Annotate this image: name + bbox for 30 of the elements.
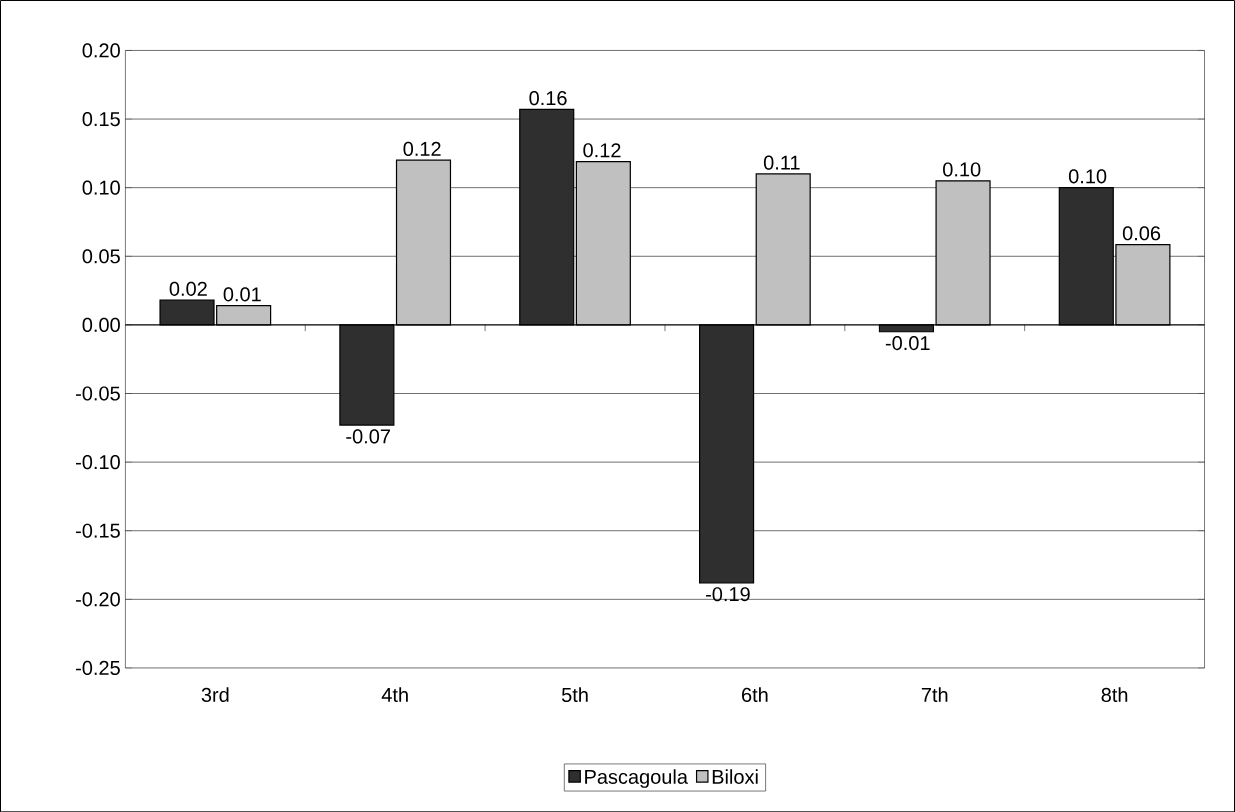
y-tick-label: -0.10 bbox=[76, 454, 120, 470]
y-tick-label: -0.25 bbox=[76, 660, 120, 675]
x-tick-label: 7th bbox=[921, 687, 948, 702]
x-tick-label: 4th bbox=[381, 687, 408, 702]
x-tick-label: 8th bbox=[1101, 687, 1128, 702]
y-tick-label: 0.05 bbox=[82, 249, 120, 264]
data-label: -0.19 bbox=[706, 586, 750, 602]
data-label: 0.06 bbox=[1122, 226, 1161, 241]
data-label: -0.07 bbox=[346, 429, 390, 444]
data-label: 0.01 bbox=[223, 287, 261, 302]
data-label: 0.11 bbox=[763, 155, 800, 170]
y-tick-label: 0.00 bbox=[82, 317, 120, 332]
data-label: -0.01 bbox=[885, 335, 930, 350]
y-tick-label: 0.10 bbox=[82, 180, 120, 195]
legend-label: Biloxi bbox=[712, 769, 758, 784]
data-label: 0.16 bbox=[529, 90, 567, 106]
data-label: 0.12 bbox=[583, 143, 621, 158]
y-tick-label: 0.15 bbox=[82, 111, 120, 126]
data-label: 0.10 bbox=[1068, 169, 1107, 184]
data-label: 0.12 bbox=[403, 141, 441, 156]
legend-label: Pascagoula bbox=[585, 769, 688, 788]
y-tick-label: -0.20 bbox=[76, 592, 120, 607]
y-tick-label: -0.05 bbox=[76, 386, 120, 401]
data-label: 0.02 bbox=[169, 281, 207, 296]
y-tick-label: 0.20 bbox=[82, 43, 120, 58]
x-tick-label: 3rd bbox=[201, 687, 229, 702]
x-tick-label: 6th bbox=[742, 687, 768, 702]
y-tick-label: -0.15 bbox=[76, 523, 120, 538]
data-label: 0.10 bbox=[943, 162, 981, 177]
x-tick-label: 5th bbox=[561, 687, 588, 702]
